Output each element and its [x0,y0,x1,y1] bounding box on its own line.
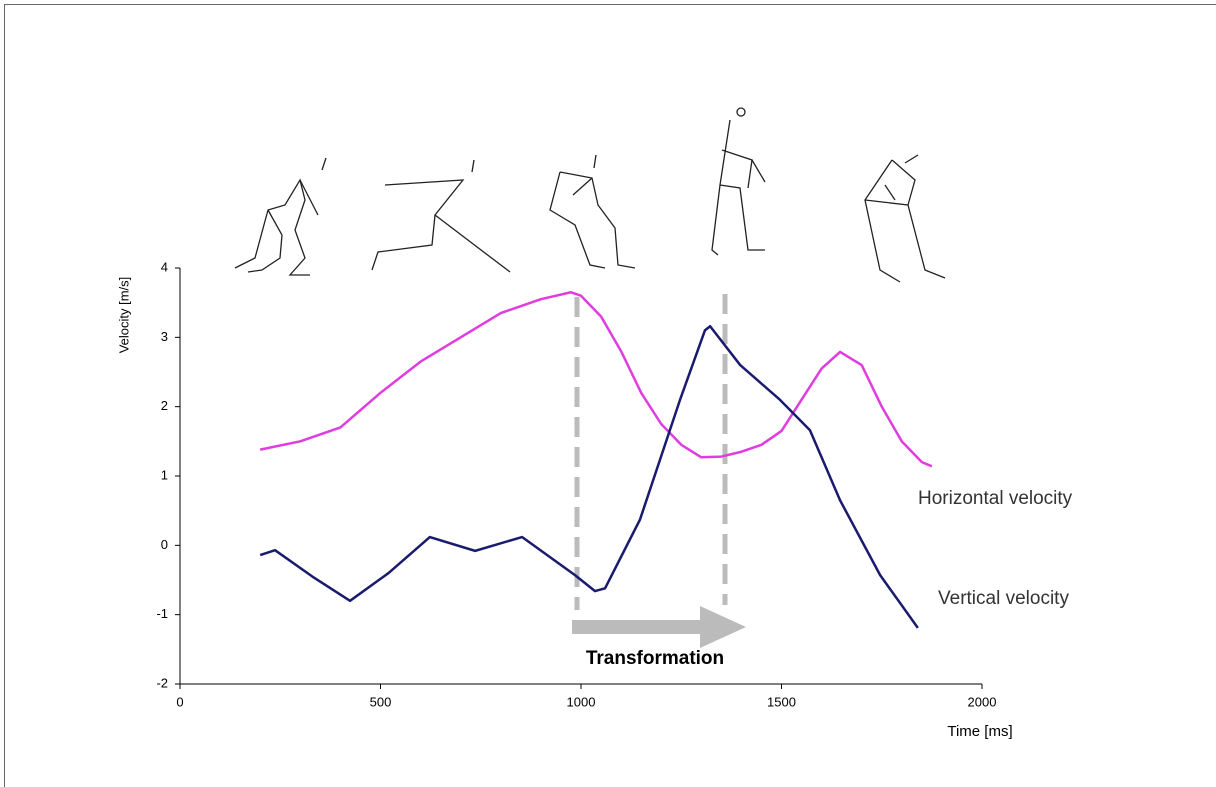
annotation: Transformation [586,648,724,669]
y-axis-label: Velocity [m/s] [116,277,131,354]
series-label: Horizontal velocity [918,488,1073,509]
y-tick-label: 2 [161,398,168,413]
y-tick-label: -2 [156,675,168,690]
series-label: Vertical velocity [938,588,1069,609]
x-tick-label: 0 [176,694,183,709]
x-tick-label: 1000 [567,694,596,709]
page: {"chart_data": {"type": "line", "y_label… [0,0,1216,787]
y-tick-label: 3 [161,329,168,344]
chart: Transformation Velocity [m/s] Time [ms] … [0,0,1216,787]
y-tick-label: -1 [156,606,168,621]
x-tick-label: 500 [370,694,392,709]
frame [5,5,1216,787]
x-tick-label: 2000 [968,694,997,709]
y-tick-label: 0 [161,537,168,552]
y-tick-label: 4 [161,259,168,274]
x-axis-label: Time [ms] [947,723,1012,740]
stick-figures [235,108,945,282]
series-line [260,292,932,466]
x-tick-label: 1500 [767,694,796,709]
arrow-head [700,606,746,648]
y-tick-label: 1 [161,467,168,482]
